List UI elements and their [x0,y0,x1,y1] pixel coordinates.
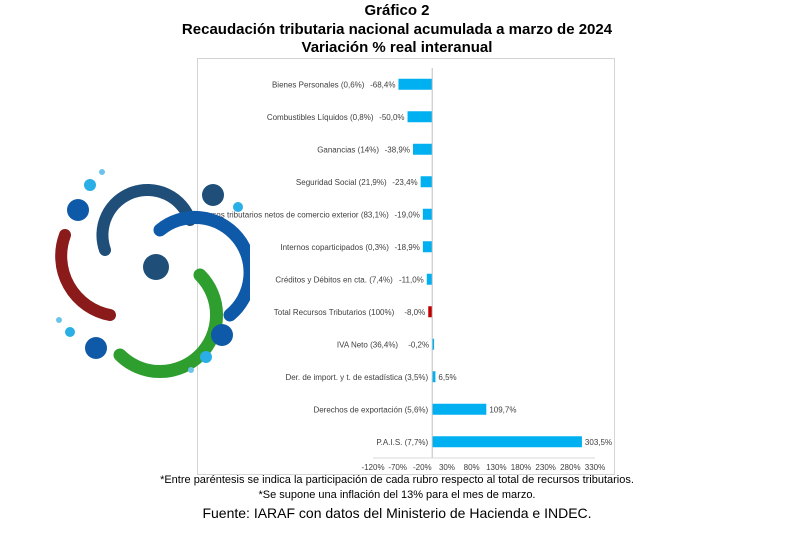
x-tick-label: 180% [511,463,531,472]
logo-dot-small-2 [233,202,243,212]
source-note: Fuente: IARAF con datos del Ministerio d… [202,505,592,521]
chart-number: Gráfico 2 [364,2,430,19]
data-label: 109,7% [489,405,516,414]
category-label: Combustibles Líquidos (0,8%) [267,113,374,122]
logo-arc-top [96,183,196,256]
data-label: -68,4% [370,80,395,89]
logo-arc-right [153,210,250,322]
logo-arc-bottom [113,268,224,379]
category-label: Seguridad Social (21,9%) [296,178,387,187]
x-tick-label: 230% [535,463,555,472]
bar [407,111,433,123]
category-label: Créditos y Débitos en cta. (7,4%) [275,275,393,284]
bar [432,338,435,350]
bar [413,143,433,155]
category-label: Bienes Personales (0,6%) [272,80,365,89]
logo-dot-tiny-1 [99,169,105,175]
data-label: -18,9% [395,243,420,252]
data-label: -11,0% [399,275,424,284]
bar [432,436,582,448]
x-tick-label: -20% [413,463,432,472]
logo-center-dot [143,254,169,280]
category-label: Recursos tributarios netos de comercio e… [198,210,389,219]
category-label: Der. de import. y t. de estadística (3,5… [285,373,428,382]
bar [398,78,433,90]
category-label: IVA Neto (36,4%) [337,340,399,349]
data-label: 303,5% [585,438,612,447]
logo-dot-bottom-left [85,337,107,359]
chart-title: Recaudación tributaria nacional acumulad… [181,20,613,38]
bar [426,273,433,285]
logo-dot-left [67,199,89,221]
bar [432,371,436,383]
data-label: -8,0% [404,308,425,317]
footnote-inflation: *Se supone una inflación del 13% para el… [258,489,536,501]
data-label: -50,0% [379,113,404,122]
data-label: -0,2% [408,340,429,349]
category-label: Derechos de exportación (5,6%) [313,405,428,414]
chart-titles: Gráfico 2 Recaudación tributaria naciona… [0,2,794,58]
logo-dot-top-right [202,184,224,206]
x-tick-label: -70% [388,463,407,472]
bar [428,306,433,318]
x-tick-label: 330% [585,463,605,472]
x-tick-label: 80% [464,463,480,472]
category-label: Ganancias (14%) [317,145,379,154]
bar-chart: Bienes Personales (0,6%) -68,4% Combustibl… [198,68,612,472]
chart-frame: Bienes Personales (0,6%) -68,4% Combustibl… [197,58,615,475]
bar [422,208,433,220]
category-label: Total Recursos Tributarios (100%) [274,308,395,317]
data-label: 6,5% [438,373,456,382]
bar [432,403,487,415]
logo-dot-small-1 [84,179,96,191]
category-label: Internos coparticipados (0,3%) [280,243,389,252]
x-tick-label: 280% [560,463,580,472]
logo-dot-small-3 [200,351,212,363]
bar [420,176,433,188]
data-label: -19,0% [394,210,419,219]
logo-arc-left [55,229,116,321]
chart-subtitle: Variación % real interanual [301,39,493,56]
iaraf-logo [55,169,250,379]
logo-dot-tiny-3 [56,317,62,323]
logo-dot-tiny-2 [188,367,194,373]
data-label: -23,4% [392,178,417,187]
x-tick-label: -120% [361,463,384,472]
bar [422,241,433,253]
data-label: -38,9% [385,145,410,154]
logo-dot-bottom-right [211,324,233,346]
x-tick-label: 30% [439,463,455,472]
category-label: P.A.I.S. (7,7%) [376,438,428,447]
logo-dot-small-4 [65,327,75,337]
x-tick-label: 130% [486,463,506,472]
footnote-participation: *Entre paréntesis se indica la participa… [160,474,634,486]
